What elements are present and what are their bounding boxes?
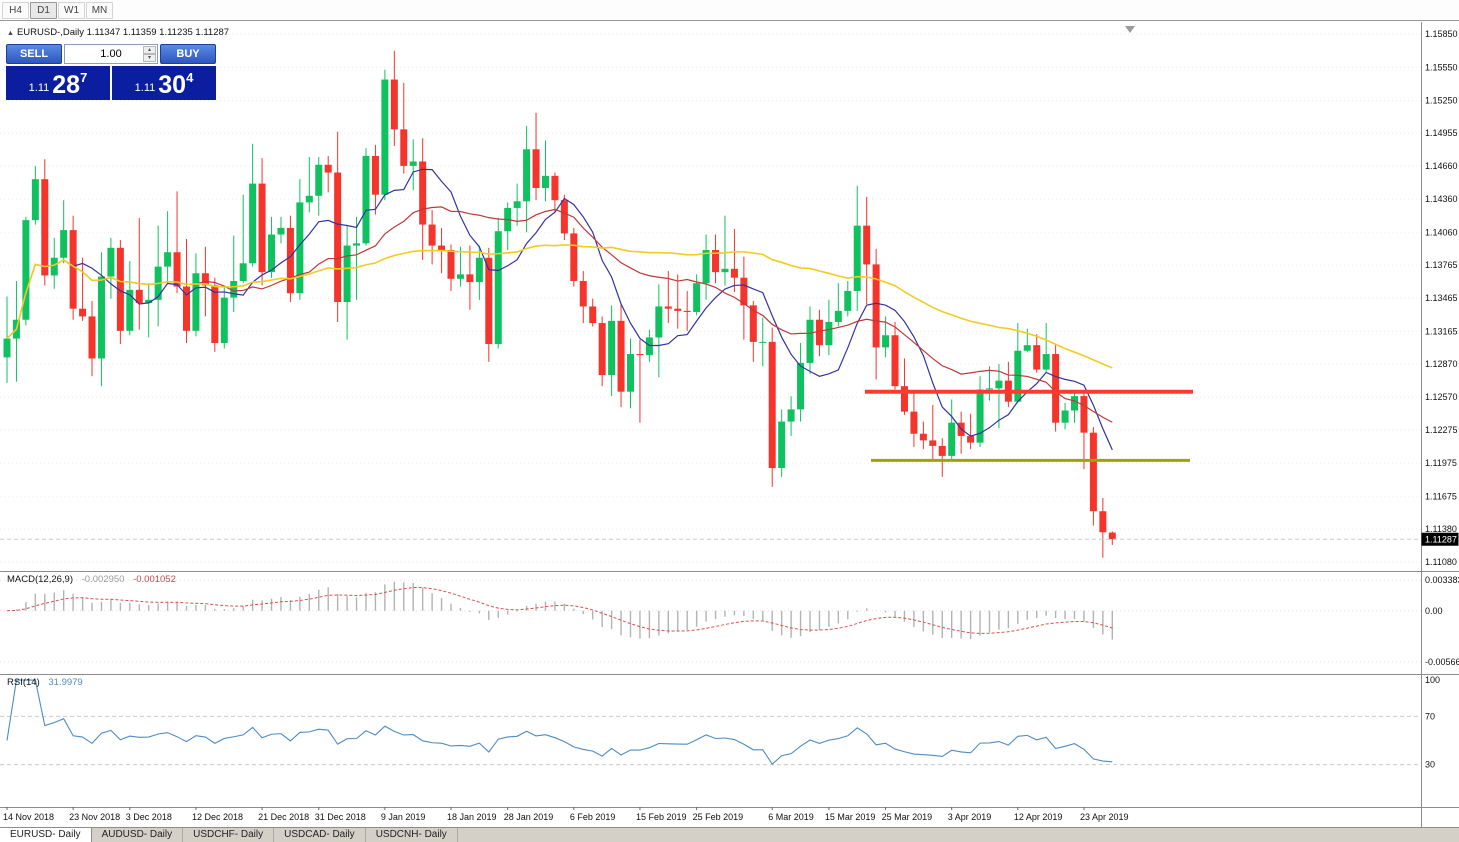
- buy-button[interactable]: BUY: [160, 44, 216, 64]
- svg-text:0.003383: 0.003383: [1425, 575, 1459, 585]
- tab-usdcad-daily[interactable]: USDCAD- Daily: [274, 828, 366, 842]
- svg-text:23 Nov 2018: 23 Nov 2018: [69, 812, 120, 822]
- svg-text:23 Apr 2019: 23 Apr 2019: [1080, 812, 1129, 822]
- sell-price-pip: 7: [80, 70, 88, 85]
- svg-text:6 Feb 2019: 6 Feb 2019: [570, 812, 616, 822]
- svg-text:25 Feb 2019: 25 Feb 2019: [693, 812, 744, 822]
- macd-signal-value: -0.001052: [133, 574, 176, 585]
- buy-price-pip: 4: [186, 70, 194, 85]
- svg-text:12 Apr 2019: 12 Apr 2019: [1014, 812, 1063, 822]
- candlestick-chart-canvas[interactable]: 1.15850 1.15550 1.15250 1.14955 1.14660 1.143…: [0, 22, 1459, 571]
- chart-title-text: EURUSD-,Daily 1.11347 1.11359 1.11235 1.…: [16, 27, 230, 38]
- svg-text:21 Dec 2018: 21 Dec 2018: [258, 812, 309, 822]
- volume-spinner: ▴ ▾: [143, 46, 156, 62]
- svg-text:1.14660: 1.14660: [1425, 161, 1458, 171]
- macd-panel-canvas[interactable]: 0.003383 0.00 -0.005663: [0, 571, 1459, 674]
- buy-price-base: 1.11: [134, 82, 156, 94]
- date-axis[interactable]: 14 Nov 2018 23 Nov 2018 3 Dec 2018 12 Dec 2…: [0, 807, 1459, 827]
- volume-value[interactable]: 1.00: [100, 48, 122, 60]
- svg-text:1.14360: 1.14360: [1425, 194, 1458, 204]
- rsi-indicator-label: RSI(14) 31.9979: [7, 677, 83, 688]
- svg-text:1.14060: 1.14060: [1425, 227, 1458, 237]
- sell-button[interactable]: SELL: [6, 44, 62, 64]
- timeframe-toolbar: H4 D1 W1 MN: [0, 0, 1459, 21]
- svg-text:1.13765: 1.13765: [1425, 260, 1458, 270]
- volume-field[interactable]: 1.00 ▴ ▾: [64, 44, 158, 64]
- timeframe-button-mn[interactable]: MN: [86, 1, 113, 19]
- svg-text:1.12570: 1.12570: [1425, 392, 1458, 402]
- svg-text:31 Dec 2018: 31 Dec 2018: [315, 812, 366, 822]
- svg-text:1.11380: 1.11380: [1425, 524, 1457, 534]
- macd-label-text: MACD(12,26,9): [7, 574, 73, 585]
- svg-text:15 Mar 2019: 15 Mar 2019: [825, 812, 876, 822]
- buy-price-display[interactable]: 1.11 30 4: [112, 66, 216, 100]
- svg-text:1.13165: 1.13165: [1425, 326, 1458, 336]
- svg-text:12 Dec 2018: 12 Dec 2018: [192, 812, 243, 822]
- tab-usdchf-daily[interactable]: USDCHF- Daily: [183, 828, 275, 842]
- svg-text:1.12275: 1.12275: [1425, 425, 1458, 435]
- tab-eurusd-daily[interactable]: EURUSD- Daily: [0, 828, 92, 842]
- svg-text:6 Mar 2019: 6 Mar 2019: [768, 812, 814, 822]
- svg-text:70: 70: [1425, 711, 1435, 721]
- macd-indicator-label: MACD(12,26,9) -0.002950 -0.001052: [7, 574, 176, 585]
- svg-text:25 Mar 2019: 25 Mar 2019: [882, 812, 933, 822]
- chart-tabs-bar: EURUSD- Daily AUDUSD- Daily USDCHF- Dail…: [0, 827, 1459, 842]
- svg-text:9 Jan 2019: 9 Jan 2019: [381, 812, 426, 822]
- svg-text:1.13465: 1.13465: [1425, 293, 1458, 303]
- svg-text:1.12870: 1.12870: [1425, 359, 1458, 369]
- svg-text:-0.005663: -0.005663: [1425, 657, 1459, 667]
- svg-text:0.00: 0.00: [1425, 606, 1443, 616]
- svg-text:1.11975: 1.11975: [1425, 458, 1457, 468]
- svg-text:3 Apr 2019: 3 Apr 2019: [948, 812, 992, 822]
- chart-title: ▲ EURUSD-,Daily 1.11347 1.11359 1.11235 1…: [7, 27, 229, 38]
- sell-price-base: 1.11: [28, 82, 50, 94]
- rsi-value: 31.9979: [48, 677, 83, 688]
- svg-text:1.15250: 1.15250: [1425, 96, 1458, 106]
- svg-text:15 Feb 2019: 15 Feb 2019: [636, 812, 687, 822]
- timeframe-button-h4[interactable]: H4: [2, 1, 29, 19]
- svg-text:1.15550: 1.15550: [1425, 62, 1458, 72]
- svg-text:1.11675: 1.11675: [1425, 491, 1457, 501]
- volume-increase-button[interactable]: ▴: [143, 46, 156, 54]
- volume-decrease-button[interactable]: ▾: [143, 54, 156, 62]
- rsi-panel-canvas[interactable]: 100 70 30: [0, 674, 1459, 807]
- sell-price-display[interactable]: 1.11 28 7: [6, 66, 110, 100]
- svg-text:3 Dec 2018: 3 Dec 2018: [126, 812, 172, 822]
- svg-text:1.11287: 1.11287: [1425, 535, 1457, 545]
- buy-price-big: 30: [158, 71, 187, 99]
- rsi-label-text: RSI(14): [7, 677, 40, 688]
- one-click-trading-panel: SELL 1.00 ▴ ▾ BUY 1.11 28 7 1.11 30 4: [6, 44, 216, 100]
- macd-main-value: -0.002950: [81, 574, 125, 585]
- svg-text:30: 30: [1425, 760, 1435, 770]
- timeframe-button-d1[interactable]: D1: [30, 1, 57, 19]
- collapse-triangle-icon: ▲: [7, 30, 14, 37]
- svg-text:18 Jan 2019: 18 Jan 2019: [447, 812, 497, 822]
- tab-audusd-daily[interactable]: AUDUSD- Daily: [92, 828, 184, 842]
- timeframe-button-w1[interactable]: W1: [58, 1, 85, 19]
- svg-text:14 Nov 2018: 14 Nov 2018: [3, 812, 54, 822]
- svg-text:1.14955: 1.14955: [1425, 128, 1458, 138]
- svg-text:100: 100: [1425, 675, 1440, 685]
- svg-text:1.15850: 1.15850: [1425, 29, 1458, 39]
- tab-usdcnh-daily[interactable]: USDCNH- Daily: [366, 828, 458, 842]
- sell-price-big: 28: [52, 71, 81, 99]
- svg-text:1.11080: 1.11080: [1425, 557, 1457, 567]
- svg-text:28 Jan 2019: 28 Jan 2019: [504, 812, 554, 822]
